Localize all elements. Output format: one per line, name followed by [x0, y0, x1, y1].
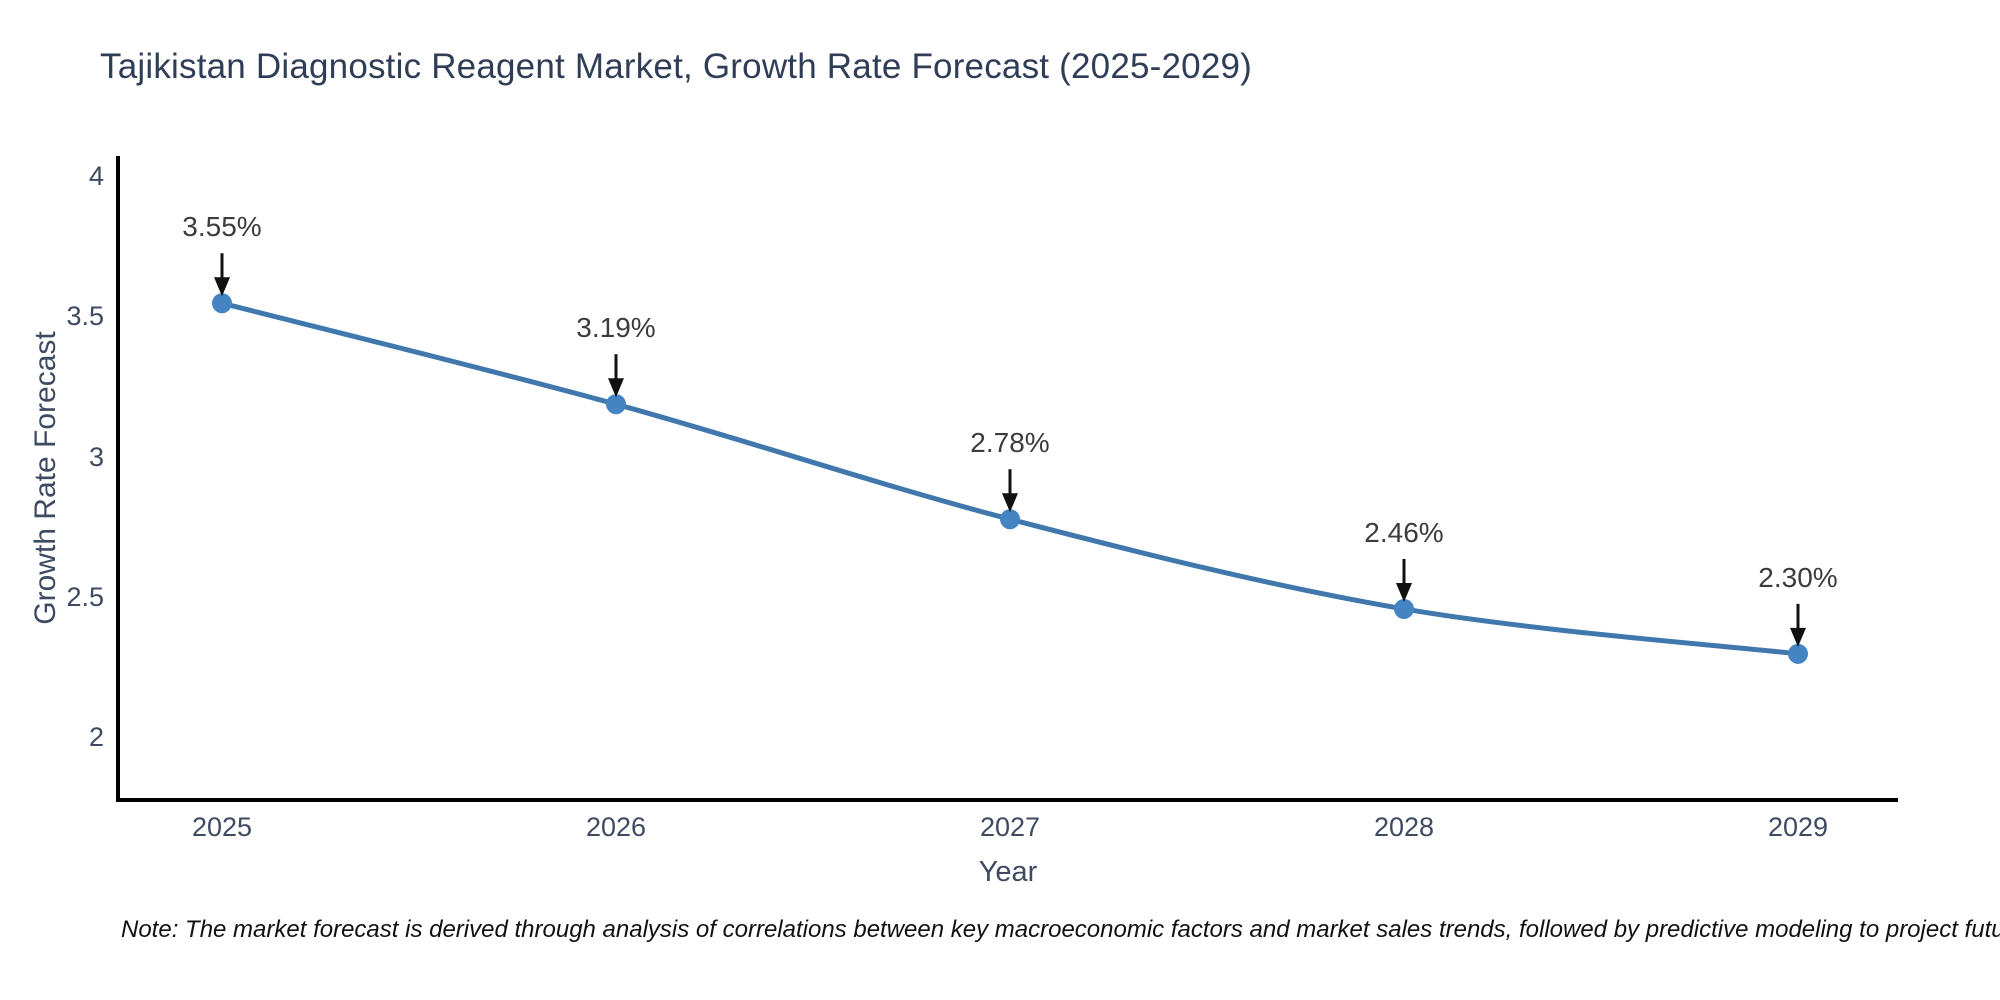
x-axis-title: Year	[978, 856, 1038, 888]
x-tick-label: 2027	[979, 812, 1041, 842]
annotation-arrowhead	[608, 378, 624, 398]
data-point-marker	[606, 394, 626, 415]
data-point-marker	[212, 293, 232, 314]
data-point-marker	[1394, 598, 1414, 619]
x-tick-label: 2029	[1767, 812, 1829, 842]
y-tick-label: 3	[88, 441, 104, 472]
data-point-label: 3.55%	[182, 211, 262, 243]
y-tick-label: 2	[88, 722, 104, 752]
data-point-label: 2.78%	[970, 427, 1050, 459]
data-point-marker	[1788, 643, 1808, 664]
chart-title: Tajikistan Diagnostic Reagent Market, Gr…	[100, 47, 1253, 86]
annotation-arrowhead	[1002, 493, 1018, 513]
data-point-label: 2.46%	[1364, 516, 1444, 548]
y-tick-label: 4	[88, 161, 104, 191]
annotation-arrowhead	[1790, 627, 1806, 647]
annotation-arrowhead	[214, 277, 230, 297]
y-tick-label: 2.5	[66, 581, 104, 612]
annotation-arrowhead	[1396, 582, 1412, 602]
x-tick-label: 2025	[191, 812, 253, 842]
data-point-label: 2.30%	[1758, 561, 1838, 593]
x-tick-label: 2028	[1373, 812, 1435, 842]
y-tick-label: 3.5	[66, 301, 104, 332]
data-point-marker	[1000, 509, 1020, 530]
data-point-label: 3.19%	[576, 312, 656, 344]
footnote: Note: The market forecast is derived thr…	[121, 916, 2000, 943]
x-tick-label: 2026	[585, 812, 647, 842]
